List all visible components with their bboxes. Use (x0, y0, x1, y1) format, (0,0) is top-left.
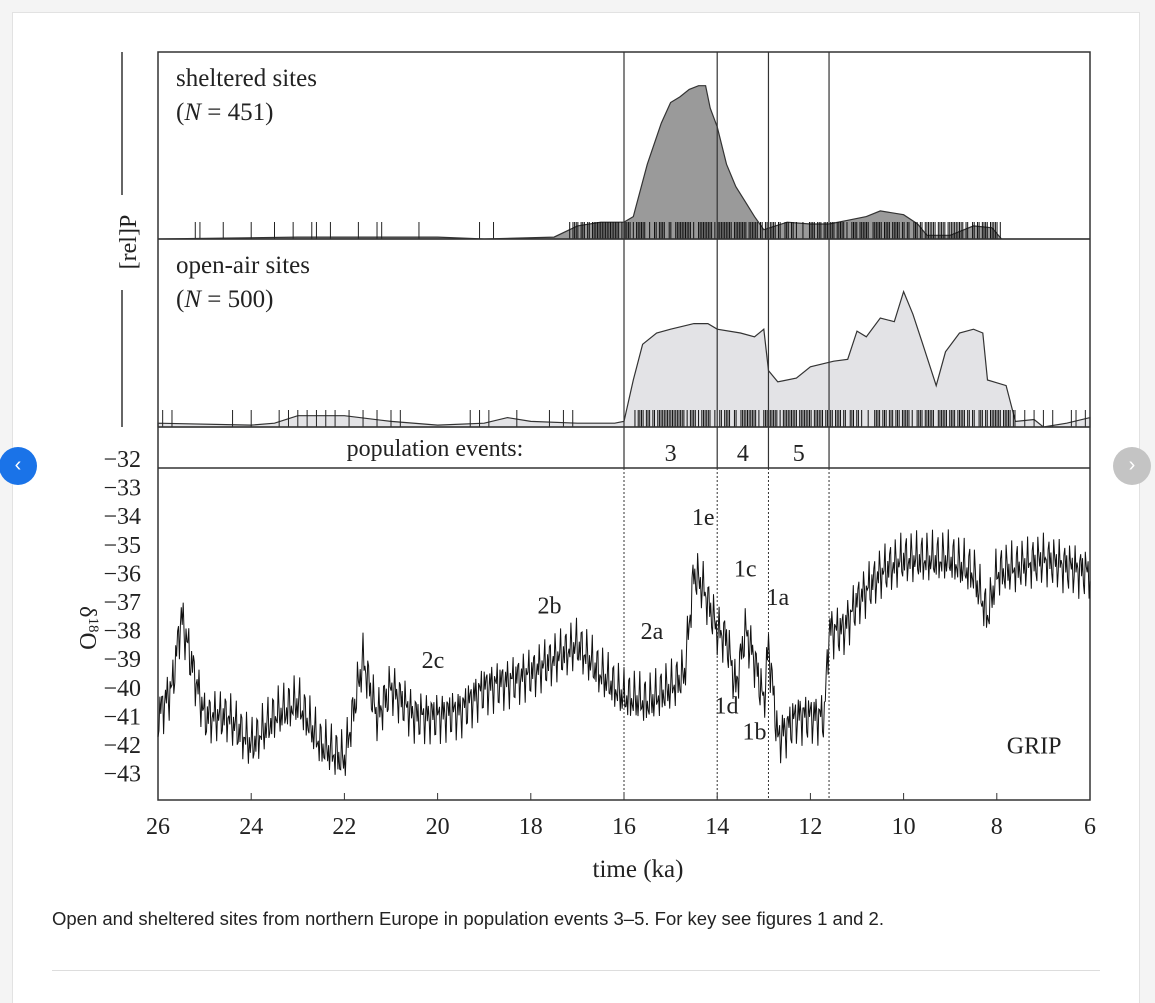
y-tick-label: −36 (103, 561, 141, 587)
x-tick-label: 16 (612, 814, 636, 840)
y-tick-label: −34 (103, 504, 141, 530)
annotation-label: 1a (766, 585, 789, 611)
y-tick-label: −38 (103, 619, 141, 645)
annotation-label: GRIP (1007, 734, 1062, 760)
y-tick-label: −43 (103, 762, 141, 788)
x-tick-label: 18 (519, 814, 543, 840)
rel-axis-label: [rel]P (116, 215, 142, 270)
panel-title: open-air sites (176, 252, 310, 279)
chevron-right-icon: › (1128, 454, 1136, 476)
x-tick-label: 22 (332, 814, 356, 840)
x-tick-label: 12 (798, 814, 822, 840)
density-area-1 (157, 289, 1091, 428)
x-axis-label: time (ka) (593, 856, 684, 883)
x-tick-label: 24 (239, 814, 263, 840)
y-tick-label: −35 (103, 533, 141, 559)
y-tick-label: −42 (103, 733, 141, 759)
annotation-label: 2b (537, 593, 561, 619)
events-label: population events: (347, 436, 524, 462)
figure-caption: Open and sheltered sites from northern E… (52, 908, 884, 929)
x-tick-label: 26 (146, 814, 170, 840)
chevron-left-icon: ‹ (14, 454, 22, 476)
y-tick-label: −32 (103, 447, 141, 473)
carousel-next-button[interactable]: › (1113, 447, 1151, 485)
divider (52, 970, 1100, 971)
x-tick-label: 6 (1084, 814, 1096, 840)
panel-n-label: (N = 500) (176, 286, 273, 313)
grip-series-line (157, 529, 1091, 776)
event-number: 4 (737, 441, 749, 467)
y-tick-label: −33 (103, 476, 141, 502)
event-number: 3 (665, 441, 677, 467)
y-tick-label: −37 (103, 590, 141, 616)
annotation-label: 2c (422, 648, 445, 674)
panel-title: sheltered sites (176, 65, 317, 92)
y-tick-label: −39 (103, 647, 141, 673)
annotation-label: 1e (692, 505, 715, 531)
annotation-label: 1c (734, 556, 757, 582)
annotation-label: 1d (715, 694, 739, 720)
annotation-label: 2a (641, 619, 664, 645)
y-tick-label: −40 (103, 676, 141, 702)
y-axis-label: δ18O (74, 606, 101, 650)
annotation-label: 1b (742, 719, 766, 745)
x-tick-label: 20 (426, 814, 450, 840)
x-tick-label: 8 (991, 814, 1003, 840)
panel-n-label: (N = 451) (176, 99, 273, 126)
figure-card (12, 12, 1140, 1003)
x-tick-label: 14 (705, 814, 729, 840)
y-tick-label: −41 (103, 704, 141, 730)
event-number: 5 (793, 441, 805, 467)
x-tick-label: 10 (892, 814, 916, 840)
carousel-prev-button[interactable]: ‹ (0, 447, 37, 485)
